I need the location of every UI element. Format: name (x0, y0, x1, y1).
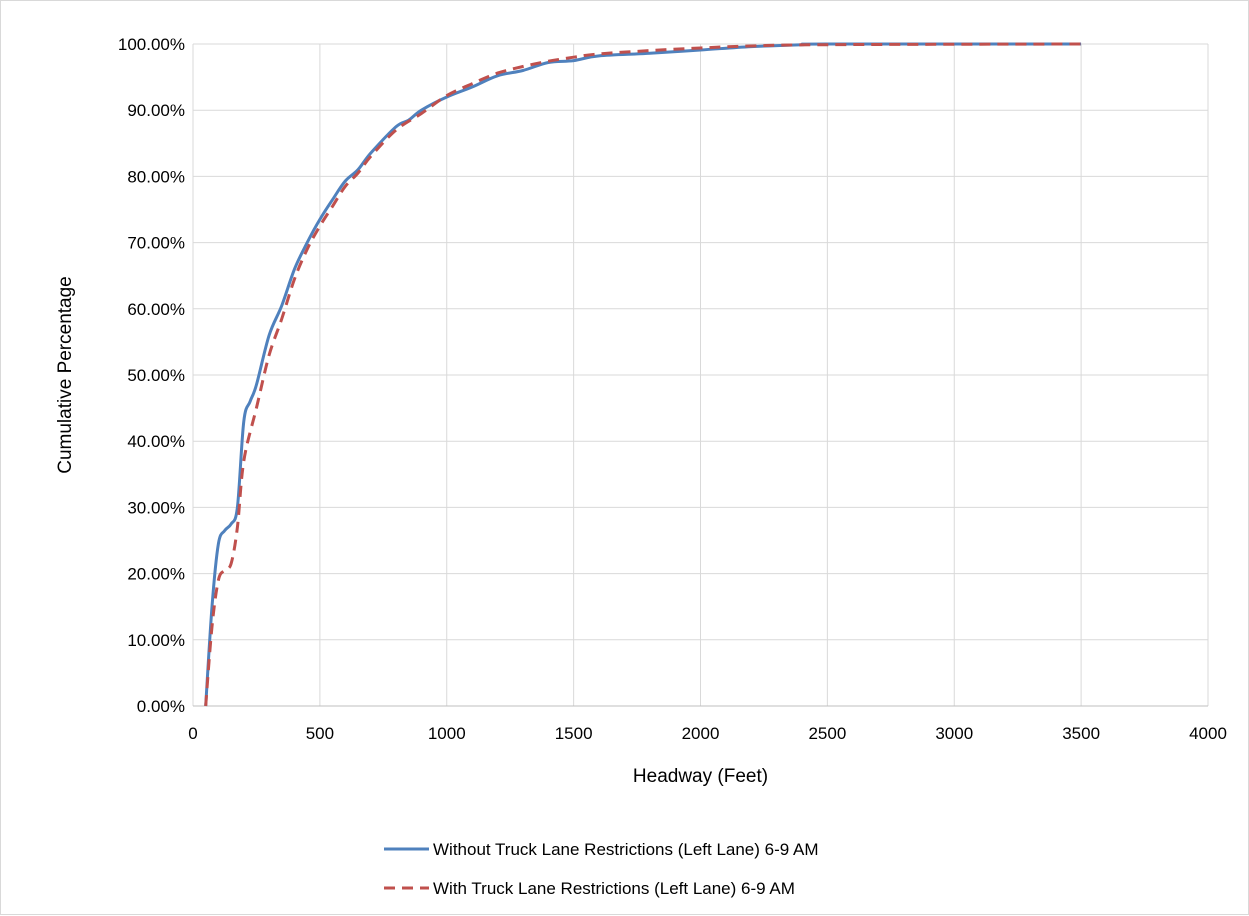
y-tick-label: 80.00% (127, 167, 185, 186)
y-tick-label: 50.00% (127, 366, 185, 385)
x-tick-label: 2000 (682, 724, 720, 743)
legend-label-without-restrictions: Without Truck Lane Restrictions (Left La… (433, 840, 819, 859)
x-tick-label: 3000 (935, 724, 973, 743)
series-line-without-restrictions (204, 42, 1082, 707)
legend-label-with-restrictions: With Truck Lane Restrictions (Left Lane)… (433, 879, 795, 898)
x-tick-label: 2500 (808, 724, 846, 743)
y-tick-label: 40.00% (127, 432, 185, 451)
axes (192, 44, 1208, 707)
tick-labels: 0 500 1000 1500 2000 2500 3000 3500 4000 0.00% 10.… (118, 35, 1227, 743)
y-tick-label: 10.00% (127, 631, 185, 650)
data-series (204, 42, 1082, 707)
y-tick-label: 70.00% (127, 234, 185, 253)
gridlines (193, 43, 1209, 706)
legend: Without Truck Lane Restrictions (Left La… (384, 840, 819, 898)
y-tick-label: 90.00% (127, 101, 185, 120)
x-axis-title: Headway (Feet) (633, 766, 768, 787)
y-tick-label: 0.00% (137, 697, 185, 716)
x-tick-label: 1500 (555, 724, 593, 743)
x-tick-label: 3500 (1062, 724, 1100, 743)
x-tick-label: 500 (306, 724, 334, 743)
series-line-with-restrictions (204, 42, 1082, 707)
y-tick-label: 30.00% (127, 498, 185, 517)
y-tick-label: 100.00% (118, 35, 185, 54)
x-tick-label: 4000 (1189, 724, 1227, 743)
y-tick-label: 20.00% (127, 565, 185, 584)
x-tick-label: 1000 (428, 724, 466, 743)
y-tick-label: 60.00% (127, 300, 185, 319)
y-axis-title: Cumulative Percentage (55, 276, 76, 474)
x-tick-label: 0 (188, 724, 197, 743)
